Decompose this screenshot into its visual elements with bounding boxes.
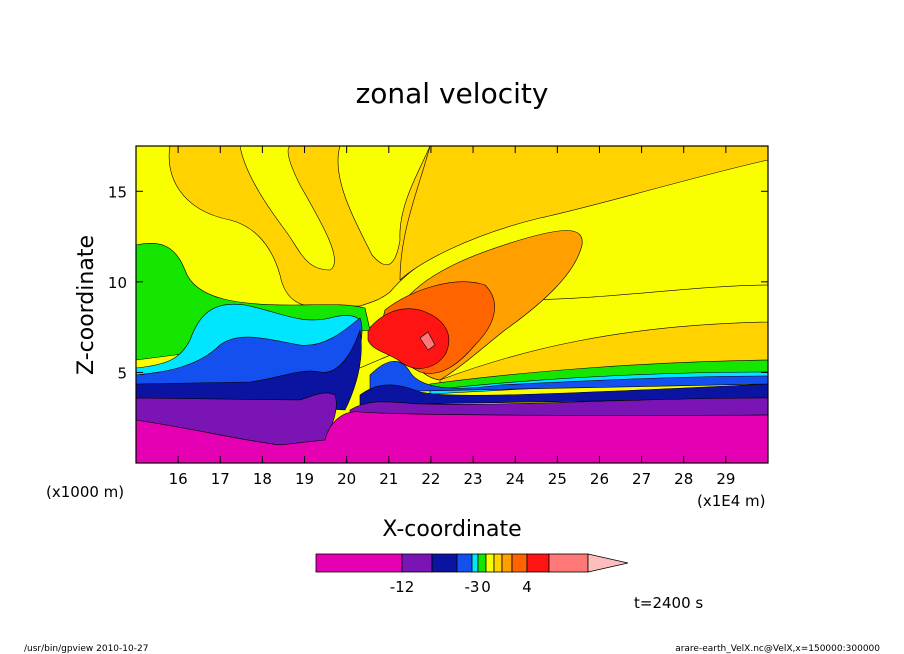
colorbar-label: 0 [481, 578, 491, 596]
y-tick-label: 10 [108, 274, 127, 292]
x-tick-label: 26 [590, 470, 609, 488]
x-tick-label: 24 [506, 470, 525, 488]
colorbar-swatch [401, 553, 433, 573]
footer-right: arare-earth_VelX.nc@VelX,x=150000:300000 [675, 644, 880, 654]
band-blue-right [369, 361, 768, 393]
y-tick-label: 5 [117, 364, 127, 382]
colorbar-swatch [511, 553, 528, 573]
x-tick-label: 22 [421, 470, 440, 488]
colorbar-swatch [315, 553, 403, 573]
colorbar-label: -3 [465, 578, 480, 596]
colorbar-swatch [477, 553, 487, 573]
x-tick-label: 28 [674, 470, 693, 488]
x-tick-label: 25 [548, 470, 567, 488]
x-tick-label: 16 [169, 470, 188, 488]
x-tick-label: 21 [379, 470, 398, 488]
plot-frame [135, 145, 769, 464]
y-axis-label: Z-coordinate [74, 235, 99, 375]
y-unit-label: (x1000 m) [46, 483, 124, 501]
colorbar-swatch [493, 553, 503, 573]
colorbar-label: -12 [390, 578, 415, 596]
x-tick-label: 23 [464, 470, 483, 488]
x-tick-label: 27 [632, 470, 651, 488]
contour-field [136, 146, 768, 463]
footer-left: /usr/bin/gpview 2010-10-27 [24, 644, 148, 654]
x-tick-label: 29 [716, 470, 735, 488]
x-tick-label: 18 [253, 470, 272, 488]
colorbar-swatch [485, 553, 495, 573]
band-c11 [419, 331, 436, 351]
colorbar-swatch [456, 553, 473, 573]
colorbar-swatch [526, 553, 550, 573]
y-axis-ticks: 5 10 15 [108, 183, 768, 382]
band-yellow-finger2 [337, 146, 431, 266]
colorbar [315, 553, 629, 573]
x-tick-label: 17 [211, 470, 230, 488]
band-c10 [367, 308, 450, 369]
chart-title: zonal velocity [356, 77, 549, 110]
colorbar-swatch [471, 553, 479, 573]
colorbar-swatch [548, 553, 589, 573]
time-label: t=2400 s [634, 594, 703, 612]
colorbar-swatch [431, 553, 458, 573]
x-tick-label: 19 [295, 470, 314, 488]
x-unit-label: (x1E4 m) [697, 492, 766, 510]
x-tick-label: 20 [337, 470, 356, 488]
x-axis-ticks: 16 17 18 19 20 21 22 23 24 25 26 27 28 29 [169, 146, 735, 488]
band-navy [136, 329, 362, 411]
y-tick-label: 15 [108, 183, 127, 201]
colorbar-label: 4 [522, 578, 532, 596]
band-yellow-fingers [239, 146, 335, 271]
colorbar-labels: -12 -3 0 4 [390, 578, 532, 596]
colorbar-extend-arrow [587, 553, 629, 573]
band-magenta [136, 411, 768, 463]
colorbar-swatch [501, 553, 513, 573]
band-orange-tongue [399, 146, 768, 281]
x-axis-label: X-coordinate [382, 517, 521, 542]
